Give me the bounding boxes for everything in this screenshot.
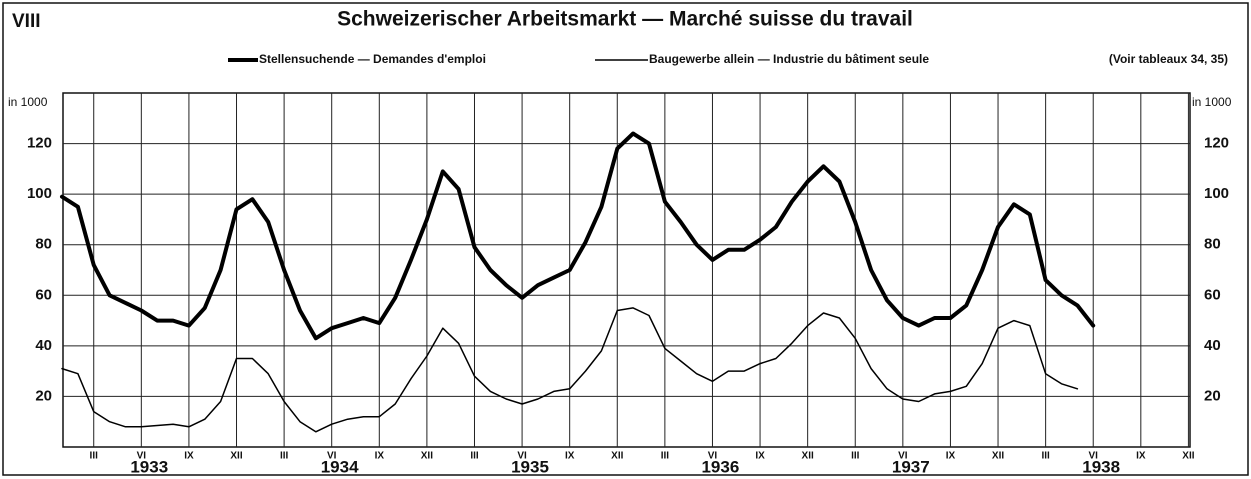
year-label: 1935 <box>511 457 549 476</box>
x-tick-label: III <box>661 451 670 462</box>
x-tick-label: VI <box>327 451 337 462</box>
x-tick-label: III <box>851 451 860 462</box>
x-tick-label: IX <box>946 451 956 462</box>
y2-tick-label: 80 <box>1204 236 1221 253</box>
y2-axis-label: in 1000 <box>1192 95 1232 109</box>
y-tick-label: 60 <box>35 286 52 303</box>
x-tick-label: XII <box>611 451 623 462</box>
series-line <box>61 307 1079 433</box>
y2-tick-label: 60 <box>1204 286 1221 303</box>
x-tick-label: XII <box>421 451 433 462</box>
y-tick-label: 40 <box>35 337 52 354</box>
x-tick-label: IX <box>755 451 765 462</box>
y-tick-label: 20 <box>35 387 52 404</box>
x-tick-label: IX <box>184 451 194 462</box>
y2-tick-label: 120 <box>1204 135 1229 152</box>
x-tick-label: VI <box>1088 451 1098 462</box>
series-line <box>60 131 1096 341</box>
x-tick-label: VI <box>137 451 147 462</box>
x-tick-label: VI <box>517 451 527 462</box>
y-tick-label: 80 <box>35 236 52 253</box>
legend-label: Baugewerbe allein — Industrie du bâtimen… <box>649 52 929 66</box>
x-tick-label: IX <box>565 451 575 462</box>
x-tick-label: VI <box>708 451 718 462</box>
y-tick-label: 120 <box>27 135 52 152</box>
y2-tick-label: 20 <box>1204 387 1221 404</box>
legend-label: Stellensuchende — Demandes d'emploi <box>259 52 486 66</box>
x-tick-label: III <box>470 451 479 462</box>
plot-area <box>62 92 1191 448</box>
y-axis-label: in 1000 <box>8 95 48 109</box>
note: (Voir tableaux 34, 35) <box>1109 52 1228 66</box>
x-tick-label: XII <box>802 451 814 462</box>
x-tick-label: IX <box>1136 451 1146 462</box>
chart-title: Schweizerischer Arbeitsmarkt — Marché su… <box>337 8 913 31</box>
x-tick-label: VI <box>898 451 908 462</box>
x-tick-label: III <box>1041 451 1050 462</box>
y2-tick-label: 100 <box>1204 185 1229 202</box>
year-label: 1934 <box>321 457 359 476</box>
year-label: 1938 <box>1082 457 1120 476</box>
y2-tick-label: 40 <box>1204 337 1221 354</box>
x-tick-label: XII <box>1182 451 1194 462</box>
badge: VIII <box>12 11 41 32</box>
x-tick-label: III <box>280 451 289 462</box>
year-label: 1933 <box>130 457 168 476</box>
x-tick-label: XII <box>230 451 242 462</box>
y-tick-label: 100 <box>27 185 52 202</box>
x-tick-label: III <box>90 451 99 462</box>
x-tick-label: XII <box>992 451 1004 462</box>
x-tick-label: IX <box>375 451 385 462</box>
year-label: 1936 <box>701 457 739 476</box>
year-label: 1937 <box>892 457 930 476</box>
